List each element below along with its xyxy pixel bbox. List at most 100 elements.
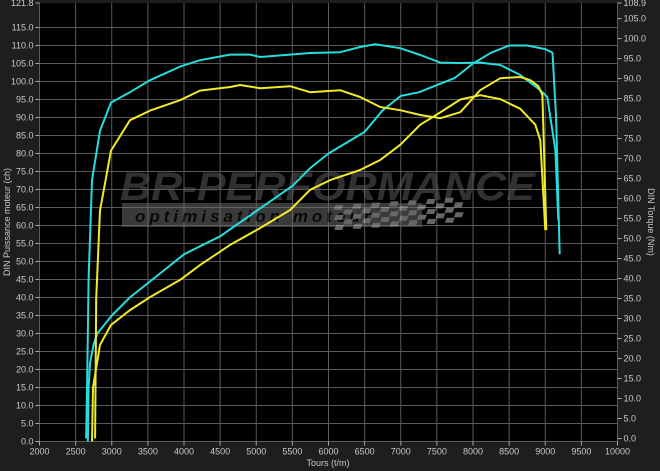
checker-square	[444, 197, 455, 203]
y-left-tick-label: 75.0	[16, 166, 34, 176]
checker-square	[435, 203, 445, 209]
checker-square	[407, 210, 418, 216]
x-tick-label: 3500	[138, 447, 158, 457]
checker-square	[343, 219, 354, 225]
checker-square	[333, 205, 344, 210]
checker-square	[398, 205, 409, 211]
checker-square	[370, 212, 381, 218]
checker-square	[370, 202, 381, 208]
y-left-tick-label: 105.0	[11, 58, 34, 68]
y-right-tick-label: 10.0	[624, 394, 642, 404]
series-line-4-torque	[94, 76, 548, 439]
checker-square	[379, 207, 390, 212]
checker-square	[334, 225, 345, 230]
watermark-brand: BR-PERFORMANCE	[120, 165, 536, 209]
x-tick-label: 8000	[463, 447, 483, 457]
x-tick-label: 5000	[246, 447, 266, 457]
checker-square	[371, 222, 381, 228]
y-right-tick-label: 70.0	[624, 154, 642, 164]
y-right-tick-label: 60.0	[624, 194, 642, 204]
y-left-tick-label: 100.0	[11, 76, 34, 86]
y-right-tick-label: 85.0	[624, 94, 642, 104]
checker-square	[333, 215, 344, 220]
axis-ticks: 2000 2500 3000 3500 4000 4500 5000 5500 6000 6500…	[11, 0, 646, 457]
checker-square	[426, 219, 437, 224]
x-tick-label: 2500	[66, 447, 86, 457]
y-left-tick-label: 10.0	[16, 400, 34, 410]
y-axis-left-label: DIN Puissance moteur (ch)	[2, 168, 12, 276]
y-left-tick-label: 45.0	[16, 274, 34, 284]
y-right-tick-label: 80.0	[624, 114, 642, 124]
x-tick-label: 3000	[102, 447, 122, 457]
y-right-tick-label: 65.0	[624, 174, 642, 184]
y-right-tick-label: 30.0	[624, 314, 642, 324]
y-left-tick-label: 85.0	[16, 130, 34, 140]
checker-square	[407, 200, 418, 206]
y-axis-right-label: DIN Torque (Nm)	[646, 188, 656, 256]
checker-square	[444, 217, 455, 223]
y-right-tick-label: 20.0	[624, 354, 642, 364]
y-left-tick-label: 65.0	[16, 202, 34, 212]
y-left-tick-label: 50.0	[16, 256, 34, 266]
y-left-tick-label: 30.0	[16, 328, 34, 338]
x-tick-label: 10000	[605, 447, 630, 457]
checker-square	[435, 213, 446, 219]
y-left-tick-label: 70.0	[16, 184, 34, 194]
checker-square	[426, 209, 436, 214]
x-tick-label: 4500	[210, 447, 230, 457]
y-right-tick-label: 90.0	[624, 74, 642, 84]
y-left-tick-label: 15.0	[16, 382, 34, 392]
checker-square	[425, 199, 436, 204]
y-left-tick-label: 115.0	[12, 22, 34, 32]
checkered-flag-icon	[333, 197, 464, 230]
x-tick-label: 6000	[318, 447, 338, 457]
y-right-tick-label: 35.0	[624, 294, 642, 304]
y-right-tick-label: 75.0	[624, 134, 642, 144]
checker-square	[361, 218, 372, 224]
checker-square	[388, 201, 399, 207]
x-tick-label: 6500	[355, 447, 375, 457]
y-right-tick-label: 45.0	[624, 254, 642, 264]
y-left-tick-label: 80.0	[16, 148, 34, 158]
watermark-logo: BR-PERFORMANCE optimisation moteur	[120, 165, 536, 230]
y-left-tick-label: 121.8	[11, 0, 34, 8]
checker-square	[453, 202, 464, 208]
y-left-tick-label: 90.0	[16, 112, 34, 122]
y-right-tick-label: 108.9	[624, 0, 647, 8]
y-right-tick-label: 15.0	[624, 374, 642, 384]
y-left-tick-label: 110.0	[12, 40, 34, 50]
y-left-tick-label: 40.0	[16, 292, 34, 302]
x-tick-label: 2000	[29, 447, 49, 457]
series-line-3-power	[91, 94, 547, 442]
x-tick-label: 7000	[391, 447, 411, 457]
series-line-2-torque	[85, 43, 560, 439]
checker-square	[352, 203, 362, 209]
y-left-tick-label: 0.0	[21, 437, 34, 447]
y-left-tick-label: 5.0	[21, 418, 34, 428]
checker-square	[352, 223, 363, 229]
checker-square	[361, 208, 372, 214]
y-left-tick-label: 35.0	[16, 310, 34, 320]
curves	[85, 43, 561, 442]
x-tick-label: 5500	[282, 447, 302, 457]
x-tick-label: 4000	[174, 447, 194, 457]
x-axis-label: Tours (t/m)	[306, 458, 349, 468]
checker-square	[416, 204, 427, 210]
y-left-tick-label: 95.0	[16, 94, 34, 104]
y-right-tick-label: 100.0	[624, 34, 647, 44]
x-tick-label: 9500	[571, 447, 591, 457]
y-right-tick-label: 5.0	[624, 414, 637, 424]
y-right-tick-label: 0.0	[624, 434, 637, 444]
x-tick-label: 7500	[427, 447, 447, 457]
y-right-tick-label: 55.0	[624, 214, 642, 224]
x-tick-label: 8500	[499, 447, 519, 457]
y-left-tick-label: 25.0	[16, 346, 34, 356]
checker-square	[380, 217, 391, 222]
checker-square	[398, 215, 409, 221]
y-right-tick-label: 40.0	[624, 274, 642, 284]
checker-square	[342, 209, 353, 215]
checker-square	[444, 207, 455, 213]
y-left-tick-label: 55.0	[16, 238, 34, 248]
checker-square	[417, 214, 427, 220]
